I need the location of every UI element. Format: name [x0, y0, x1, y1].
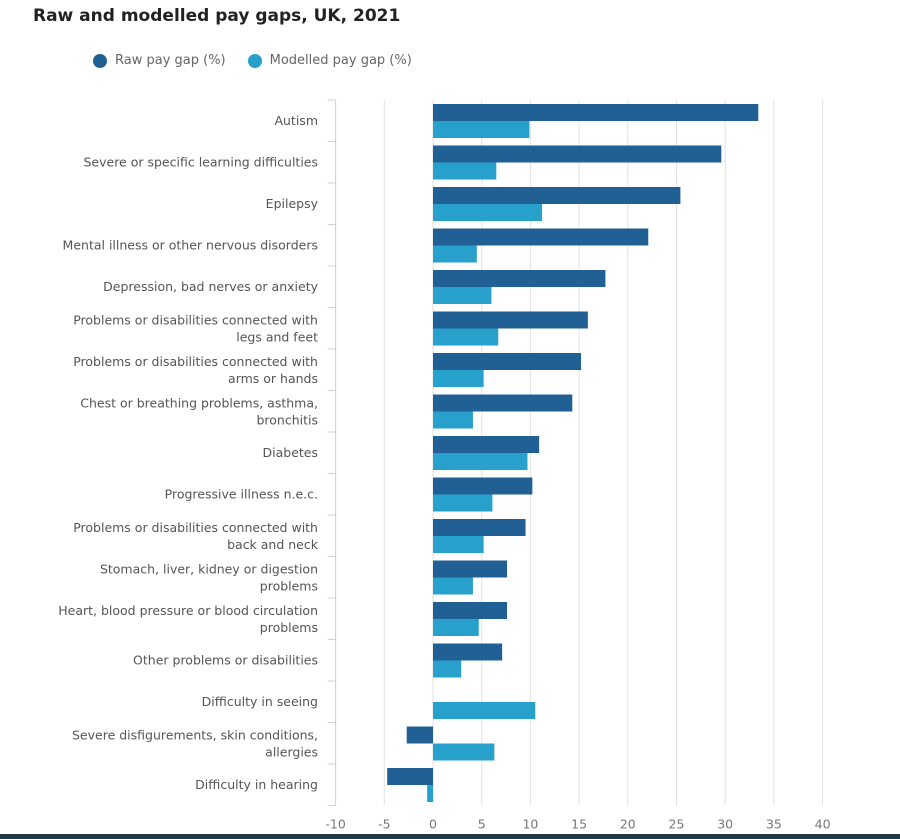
x-tick-label: 40 [815, 817, 831, 832]
modelled-bar [433, 121, 530, 138]
category-label-line: problems [260, 578, 318, 593]
modelled-bar [433, 743, 495, 761]
x-tick-label: 15 [571, 817, 587, 832]
x-tick-label: 30 [717, 817, 733, 832]
category-label: Diabetes [263, 445, 319, 460]
category-label-line: Problems or disabilities connected with [73, 520, 318, 535]
x-tick-label: 5 [478, 817, 486, 832]
category-label-line: Difficulty in seeing [202, 694, 318, 709]
x-tick-label: 0 [429, 817, 437, 832]
category-label: Problems or disabilities connected with l… [73, 312, 318, 344]
raw-bar [433, 187, 681, 204]
modelled-bar [433, 162, 497, 180]
category-label-line: allergies [265, 744, 318, 759]
legend-swatch-raw [93, 53, 107, 68]
raw-bar [433, 519, 526, 536]
x-tick-label: 25 [669, 817, 685, 832]
category-label-line: Epilepsy [266, 196, 319, 211]
category-label-line: Other problems or disabilities [133, 652, 318, 667]
legend-item-raw[interactable]: Raw pay gap (%) [93, 53, 226, 68]
category-label: Severe or specific learning difficulties [83, 154, 318, 169]
category-label-line: back and neck [227, 537, 319, 552]
category-label: Epilepsy [266, 196, 319, 211]
raw-bar [433, 104, 759, 121]
x-tick-label: 35 [766, 817, 782, 832]
modelled-bar [433, 453, 528, 470]
modelled-bar [433, 245, 477, 263]
x-tick-label: 20 [620, 817, 636, 832]
category-label-line: Stomach, liver, kidney or digestion [100, 561, 318, 576]
category-label: Autism [274, 113, 318, 128]
category-label-line: arms or hands [228, 371, 318, 386]
modelled-bar [433, 577, 473, 595]
category-label: Other problems or disabilities [133, 652, 318, 667]
category-label: Problems or disabilities connected with a… [73, 354, 318, 386]
raw-bar [387, 768, 433, 785]
category-label-line: Progressive illness n.e.c. [165, 486, 318, 501]
raw-bar [433, 228, 649, 246]
category-label: Difficulty in hearing [195, 777, 318, 792]
category-label-line: Diabetes [263, 445, 319, 460]
modelled-bar [433, 494, 493, 512]
raw-bar [433, 353, 582, 370]
category-label-line: Problems or disabilities connected with [73, 354, 318, 369]
raw-bar [433, 602, 508, 619]
category-label-line: legs and feet [236, 329, 318, 344]
raw-bar [406, 726, 433, 744]
modelled-bar [433, 328, 499, 346]
category-label: Depression, bad nerves or anxiety [103, 279, 318, 294]
modelled-bar [433, 619, 479, 636]
category-label: Heart, blood pressure or blood circulati… [58, 603, 318, 635]
category-label-line: Severe or specific learning difficulties [83, 154, 318, 169]
legend-label-raw: Raw pay gap (%) [115, 53, 226, 68]
category-label-line: Difficulty in hearing [195, 777, 318, 792]
modelled-bar [433, 660, 462, 678]
x-tick-label: -10 [325, 817, 345, 832]
category-label-line: problems [260, 620, 318, 635]
x-tick-label: 10 [522, 817, 538, 832]
category-label: Difficulty in seeing [202, 694, 318, 709]
modelled-bar [433, 370, 484, 387]
category-label: Mental illness or other nervous disorder… [63, 237, 318, 252]
raw-bar [433, 145, 722, 163]
modelled-bar [433, 702, 536, 719]
category-label-line: Heart, blood pressure or blood circulati… [58, 603, 318, 618]
modelled-bar [433, 411, 473, 429]
modelled-bar [427, 785, 433, 802]
raw-bar [433, 311, 588, 329]
modelled-bar [433, 204, 543, 221]
raw-bar [433, 477, 533, 495]
category-label: Severe disfigurements, skin conditions, a… [72, 727, 318, 759]
x-tick-label: -5 [378, 817, 390, 832]
footer-strip [0, 834, 900, 839]
category-label-line: Autism [274, 113, 318, 128]
legend: Raw pay gap (%) Modelled pay gap (%) [93, 53, 412, 68]
category-label-line: Mental illness or other nervous disorder… [63, 237, 318, 252]
chart-title: Raw and modelled pay gaps, UK, 2021 [33, 6, 401, 26]
category-label: Chest or breathing problems, asthma, bron… [80, 395, 318, 427]
modelled-bar [433, 536, 484, 553]
category-label: Progressive illness n.e.c. [165, 486, 318, 501]
category-label: Stomach, liver, kidney or digestion probl… [100, 561, 318, 593]
raw-bar [433, 394, 573, 412]
raw-bar [433, 270, 606, 287]
raw-bar [433, 436, 540, 453]
raw-bar [433, 643, 503, 661]
legend-label-modelled: Modelled pay gap (%) [269, 53, 412, 68]
category-label-line: Problems or disabilities connected with [73, 312, 318, 327]
legend-swatch-modelled [247, 53, 262, 68]
category-label-line: bronchitis [256, 412, 318, 427]
category-label-line: Depression, bad nerves or anxiety [103, 279, 318, 294]
legend-item-modelled[interactable]: Modelled pay gap (%) [247, 53, 412, 68]
raw-bar [433, 560, 508, 578]
category-label: Problems or disabilities connected with b… [73, 520, 319, 552]
category-label-line: Severe disfigurements, skin conditions, [72, 727, 318, 742]
modelled-bar [433, 287, 492, 304]
category-label-line: Chest or breathing problems, asthma, [80, 395, 318, 410]
